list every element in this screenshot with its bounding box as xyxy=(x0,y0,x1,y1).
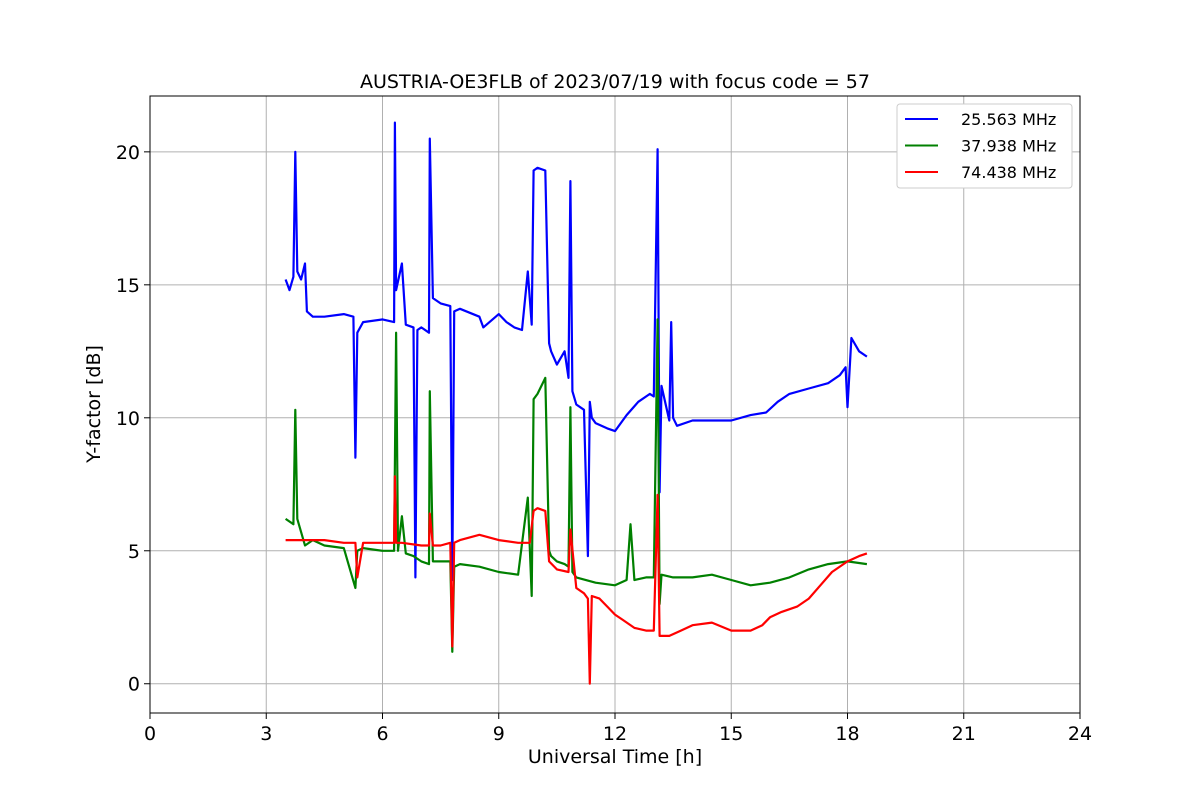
x-tick-label: 21 xyxy=(952,723,976,745)
y-tick-label: 5 xyxy=(128,541,140,563)
x-tick-label: 24 xyxy=(1068,723,1092,745)
y-tick-label: 0 xyxy=(128,674,140,696)
grid-lines xyxy=(150,96,1080,713)
x-axis-label: Universal Time [h] xyxy=(528,746,702,768)
chart-title: AUSTRIA-OE3FLB of 2023/07/19 with focus … xyxy=(360,71,870,93)
legend-label-25-563-mhz: 25.563 MHz xyxy=(961,110,1056,129)
x-tick-label: 0 xyxy=(144,723,156,745)
legend-label-37-938-mhz: 37.938 MHz xyxy=(961,137,1056,156)
x-tick-label: 18 xyxy=(835,723,859,745)
y-tick-label: 20 xyxy=(116,142,140,164)
x-tick-label: 6 xyxy=(376,723,388,745)
axis-ticks: 0 3 6 9 12 15 18 21 24 0 5 10 15 20 xyxy=(116,142,1092,745)
series-layer xyxy=(284,121,868,685)
x-tick-label: 3 xyxy=(260,723,272,745)
x-tick-label: 9 xyxy=(493,723,505,745)
series-line-74-438-mhz xyxy=(285,475,868,685)
y-tick-label: 15 xyxy=(116,275,140,297)
series-line-37-938-mhz xyxy=(284,318,868,653)
y-tick-label: 10 xyxy=(116,408,140,430)
legend-label-74-438-mhz: 74.438 MHz xyxy=(961,163,1056,182)
y-axis-label: Y-factor [dB] xyxy=(83,345,105,464)
series-line-25-563-mhz xyxy=(284,121,868,582)
x-tick-label: 12 xyxy=(603,723,627,745)
legend-box xyxy=(896,103,1073,189)
x-tick-label: 15 xyxy=(719,723,743,745)
legend: 25.563 MHz 37.938 MHz 74.438 MHz xyxy=(896,103,1073,189)
